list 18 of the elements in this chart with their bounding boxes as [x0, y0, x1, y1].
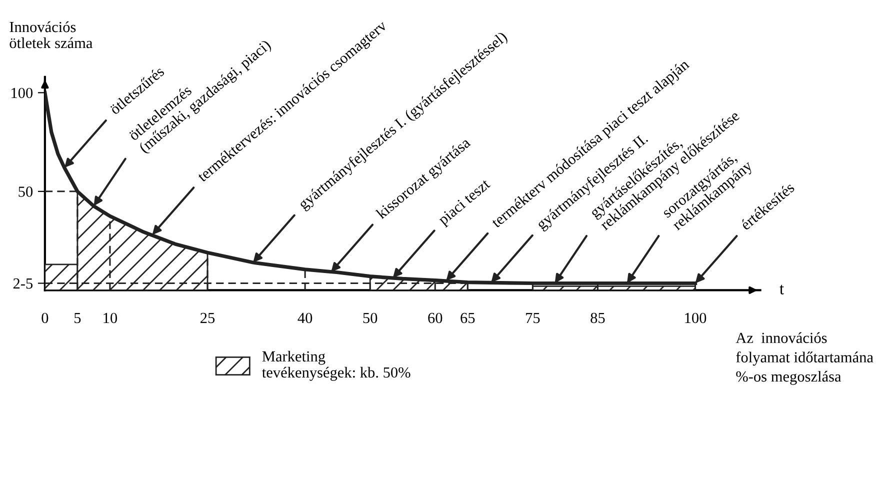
text: Az innovációs folyamat időtartamána %-os megoszlása	[736, 332, 874, 385]
x-tick-label: 25	[200, 312, 215, 324]
x-axis-title: t	[780, 284, 784, 294]
y-tick-label: 2-5	[13, 278, 33, 289]
x-tick-label: 0	[42, 312, 48, 324]
x-tick-label: 75	[526, 312, 540, 324]
y-tick-label: 50	[18, 186, 33, 197]
x-tick-label: 5	[74, 312, 81, 324]
x-tick-label: 60	[428, 312, 442, 324]
x-tick-label: 10	[104, 312, 118, 324]
y-axis-title: Innovációs ötletek száma	[10, 21, 93, 48]
x-tick-label: 65	[460, 312, 475, 324]
x-tick-label: 85	[590, 312, 605, 324]
x-tick-label: 50	[363, 312, 378, 324]
legend-label: Marketing tevékenységek: kb. 50%	[262, 350, 410, 381]
x-tick-label: 40	[298, 312, 312, 324]
y-tick-label: 100	[12, 88, 33, 98]
x-tick-label: 100	[685, 312, 706, 324]
